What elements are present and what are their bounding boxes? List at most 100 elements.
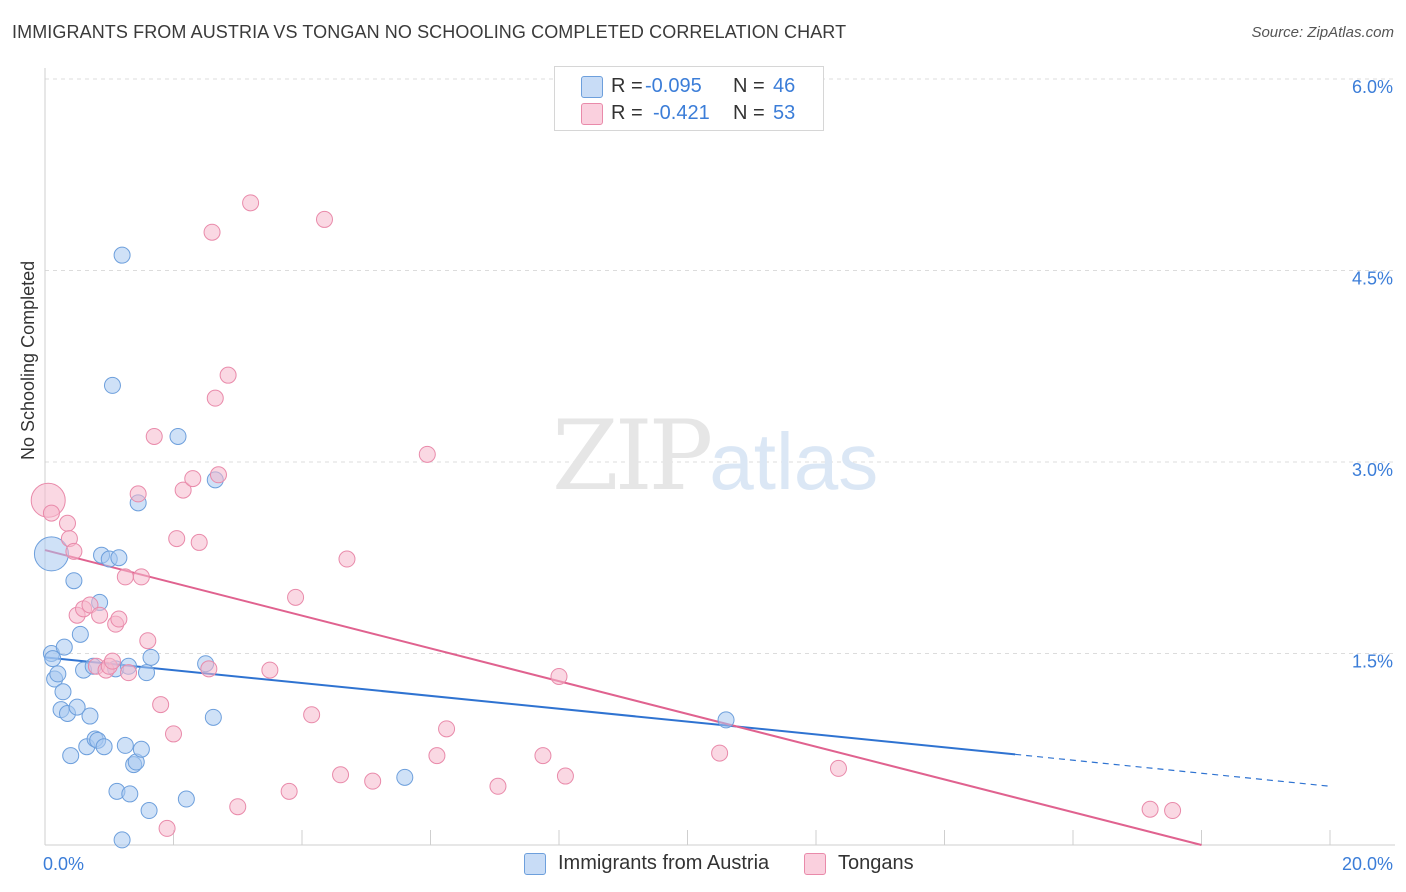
tongans-point — [91, 606, 109, 624]
austria-point — [65, 572, 83, 590]
austria-point — [54, 683, 72, 701]
tongans-point — [58, 514, 76, 532]
austria-trend-line — [44, 656, 1016, 756]
y-tick-label: 1.5% — [1352, 652, 1393, 672]
austria-point — [68, 698, 86, 716]
tongans-point — [206, 389, 224, 407]
austria-point — [103, 376, 121, 394]
source-label: Source: ZipAtlas.com — [1251, 24, 1394, 41]
y-tick-labels: 1.5% 3.0% 4.5% 6.0% — [1352, 77, 1393, 672]
austria-legend-swatch — [524, 853, 546, 875]
n-value: 46 — [773, 75, 796, 97]
tongans-point — [829, 759, 847, 777]
tongans-point — [534, 747, 552, 765]
tongans-point — [219, 366, 237, 384]
austria-point — [396, 768, 414, 786]
austria-point — [204, 708, 222, 726]
watermark-atlas: atlas — [709, 417, 879, 506]
tongans-point — [116, 568, 134, 586]
austria-point — [55, 638, 73, 656]
austria-point — [717, 711, 735, 729]
austria-point — [140, 802, 158, 820]
tongans-point — [338, 550, 356, 568]
legend-label: Tongans — [838, 852, 914, 874]
legend-label: Immigrants from Austria — [558, 852, 770, 874]
austria-point — [62, 747, 80, 765]
tongans-point — [280, 782, 298, 800]
y-axis-label: No Schooling Completed — [18, 260, 38, 460]
tongans-point — [158, 819, 176, 837]
grid-lines — [45, 78, 1395, 654]
tongans-point — [332, 766, 350, 784]
tongans-point — [165, 725, 182, 743]
austria-point — [169, 427, 187, 445]
tongans-point — [556, 767, 574, 785]
x-tick-labels: 0.0% 20.0% — [43, 854, 1393, 874]
tongans-point — [438, 720, 456, 738]
tongans-point — [550, 667, 568, 685]
y-tick-label: 6.0% — [1352, 77, 1393, 97]
tongans-point — [110, 610, 128, 628]
tongans-point — [132, 568, 150, 586]
r-label: R = — [611, 102, 643, 124]
tongans-point — [418, 445, 436, 463]
austria-point — [113, 246, 131, 264]
austria-point — [142, 648, 160, 666]
tongans-point — [145, 427, 163, 445]
tongans-point — [261, 661, 279, 679]
tongans-point — [184, 470, 202, 488]
tongans-point — [303, 706, 321, 724]
tongans-point — [200, 660, 218, 678]
tongans-point — [242, 194, 260, 212]
austria-point — [71, 625, 89, 643]
tongans-point — [120, 664, 138, 682]
austria-point — [121, 785, 139, 803]
tongans-point — [364, 772, 382, 790]
tongans-point — [209, 466, 227, 484]
n-label: N = — [733, 75, 765, 97]
austria-point — [95, 738, 113, 756]
chart-title: IMMIGRANTS FROM AUSTRIA VS TONGAN NO SCH… — [12, 22, 847, 42]
tongans-point — [315, 210, 333, 228]
tongans-point — [1141, 800, 1159, 818]
x-tick-label: 0.0% — [43, 854, 84, 874]
austria-point — [110, 549, 128, 567]
austria-point — [113, 831, 131, 849]
tongans-point — [174, 481, 192, 499]
austria-point — [177, 790, 195, 808]
austria-trend-projection — [1015, 753, 1331, 787]
tongans-point — [168, 530, 186, 548]
tongans-swatch — [581, 103, 603, 125]
austria-point — [132, 740, 150, 758]
austria-point — [44, 650, 62, 668]
tongans-point — [190, 533, 208, 551]
r-value: -0.421 — [653, 102, 710, 124]
n-label: N = — [733, 102, 765, 124]
tongans-point — [229, 798, 247, 816]
tongans-point — [489, 777, 507, 795]
tongans-trend-line — [44, 549, 1202, 846]
watermark-zip: ZIP — [552, 400, 713, 512]
axes — [44, 68, 1395, 846]
tongans-point — [428, 747, 446, 765]
y-tick-label: 4.5% — [1352, 269, 1393, 289]
austria-point — [49, 665, 67, 683]
austria-point — [81, 707, 99, 725]
r-value: -0.095 — [645, 75, 702, 97]
tongans-point — [65, 542, 83, 560]
tongans-point — [129, 485, 147, 503]
tongans-legend-swatch — [804, 853, 826, 875]
austria-point — [116, 736, 134, 754]
x-tick-label: 20.0% — [1342, 854, 1393, 874]
r-label: R = — [611, 75, 643, 97]
tongans-point — [103, 652, 121, 670]
tongans-point — [203, 223, 221, 241]
tongans-point — [1164, 802, 1182, 820]
watermark: ZIPatlas — [552, 400, 878, 512]
tongans-point — [287, 588, 305, 606]
tongans-point — [42, 504, 60, 522]
austria-point — [138, 664, 156, 682]
tongans-point — [152, 696, 170, 714]
y-tick-label: 3.0% — [1352, 460, 1393, 480]
